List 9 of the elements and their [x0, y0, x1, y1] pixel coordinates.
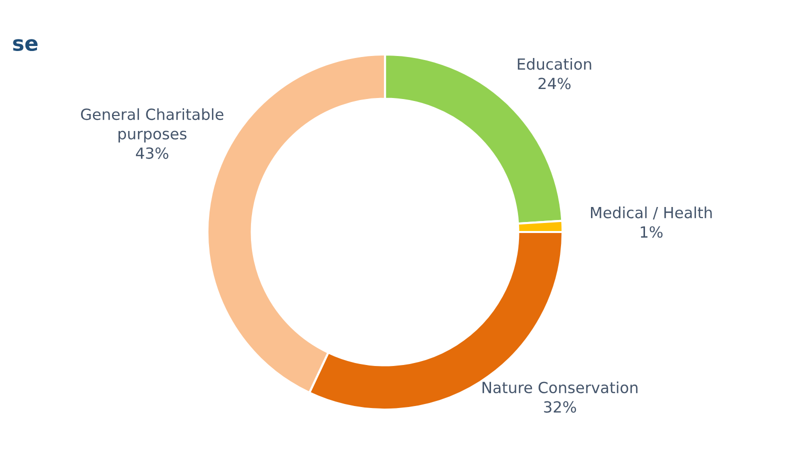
slice-label: General Charitable purposes	[81, 108, 224, 142]
slice-label: Medical / Health	[590, 206, 712, 220]
slice-label: Nature Conservation	[482, 381, 638, 394]
data-label: 43%	[136, 147, 168, 159]
data-label: 24%	[538, 78, 571, 90]
slice-label: Education	[518, 58, 592, 70]
data-label: 1%	[640, 226, 663, 238]
data-label: 32%	[544, 401, 576, 413]
chart-title: se	[13, 39, 38, 52]
